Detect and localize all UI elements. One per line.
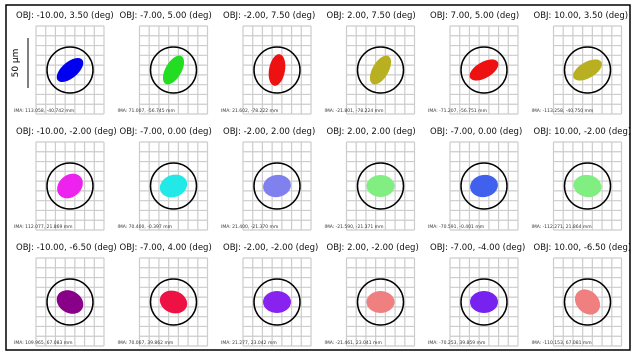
spot-diagram: 50 µm OBJ: -10.00, 3.50 (deg) IMA: 113.05… [0, 0, 637, 356]
spot [367, 291, 395, 313]
obj-label: OBJ: 2.00, -2.00 (deg) [327, 243, 419, 253]
ima-label: IMA: -113.258, -40.750 mm [532, 108, 594, 114]
ima-label: IMA: -112.271, 21.864 mm [532, 224, 592, 230]
ima-label: IMA: 113.058, -40.742 mm [14, 108, 74, 114]
scale-label: 50 µm [11, 49, 21, 78]
obj-label: OBJ: 7.00, 5.00 (deg) [430, 11, 519, 21]
obj-label: OBJ: 10.00, 3.50 (deg) [534, 11, 629, 21]
ima-label: IMA: 71.007, -56.745 mm [118, 108, 175, 114]
ima-label: IMA: 70.067, 39.862 mm [118, 340, 174, 346]
ima-label: IMA: -21.590, -21.371 mm [325, 224, 384, 230]
ima-label: IMA: -70.591, -0.401 mm [428, 224, 484, 230]
obj-label: OBJ: 2.00, 2.00 (deg) [327, 127, 416, 137]
obj-label: OBJ: -7.00, 4.00 (deg) [120, 243, 212, 253]
obj-label: OBJ: 10.00, -6.50 (deg) [534, 243, 632, 253]
obj-label: OBJ: -7.00, -4.00 (deg) [430, 243, 525, 253]
obj-label: OBJ: -2.00, -2.00 (deg) [223, 243, 318, 253]
ima-label: IMA: 21.400, -21.370 mm [221, 224, 278, 230]
ima-label: IMA: 112.077, 21.869 mm [14, 224, 73, 230]
obj-label: OBJ: -10.00, 3.50 (deg) [16, 11, 114, 21]
obj-label: OBJ: -2.00, 7.50 (deg) [223, 11, 315, 21]
frame [6, 5, 630, 350]
ima-label: IMA: -110.153, 67.081 mm [532, 340, 592, 346]
obj-label: OBJ: -2.00, 2.00 (deg) [223, 127, 315, 137]
ima-label: IMA: 21.602, -78.222 mm [221, 108, 278, 114]
obj-label: OBJ: -7.00, 0.00 (deg) [430, 127, 522, 137]
ima-label: IMA: 109.965, 67.083 mm [14, 340, 73, 346]
spot [470, 291, 498, 313]
ima-label: IMA: -21.801, -78.224 mm [325, 108, 384, 114]
obj-label: OBJ: 2.00, 7.50 (deg) [327, 11, 416, 21]
obj-label: OBJ: 10.00, -2.00 (deg) [534, 127, 632, 137]
obj-label: OBJ: -10.00, -6.50 (deg) [16, 243, 117, 253]
obj-label: OBJ: -10.00, -2.00 (deg) [16, 127, 117, 137]
ima-label: IMA: -70.253, 39.859 mm [428, 340, 485, 346]
obj-label: OBJ: -7.00, 5.00 (deg) [120, 11, 212, 21]
ima-label: IMA: -71.207, -56.751 mm [428, 108, 487, 114]
spot [367, 175, 395, 197]
ima-label: IMA: -21.461, 23.041 mm [325, 340, 382, 346]
obj-label: OBJ: -7.00, 0.00 (deg) [120, 127, 212, 137]
spot [263, 291, 291, 313]
ima-label: IMA: 70.400, -0.397 mm [118, 224, 172, 230]
ima-label: IMA: 21.277, 23.042 mm [221, 340, 277, 346]
